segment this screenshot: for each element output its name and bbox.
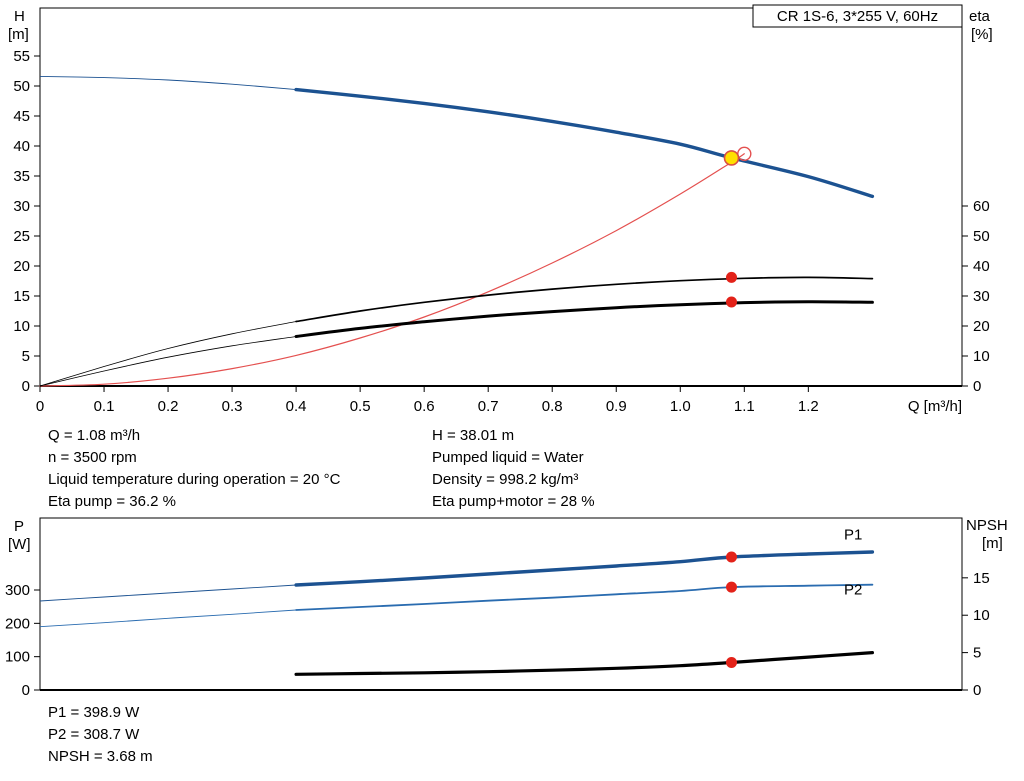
info-density: Density = 998.2 kg/m³ [432, 471, 578, 488]
p-axis-unit: [W] [8, 536, 31, 553]
y-left-tick-label: 100 [5, 649, 30, 666]
p-axis-title: P [14, 518, 24, 535]
pump-title-box [752, 4, 963, 28]
x-tick-label: 0.6 [414, 398, 435, 415]
y-right-tick-label: 20 [973, 318, 990, 335]
h-axis-unit: [m] [8, 26, 29, 43]
y-right-tick-label: 0 [973, 682, 981, 699]
q-axis-title: Q [m³/h] [908, 398, 962, 415]
eta-pump-thin [39, 321, 297, 387]
y-right-tick-label: 60 [973, 198, 990, 215]
info-eta-pump-motor: Eta pump+motor = 28 % [432, 493, 595, 510]
x-tick-label: 0.4 [286, 398, 307, 415]
x-tick-label: 0.9 [606, 398, 627, 415]
y-left-tick-label: 0 [22, 378, 30, 395]
info-liquid-temperature: Liquid temperature during operation = 20… [48, 471, 341, 488]
pump-title: CR 1S-6, 3*255 V, 60Hz [777, 8, 938, 25]
eta-axis-unit: [%] [971, 26, 993, 43]
p2-label: P2 [844, 581, 862, 598]
x-tick-label: 0.3 [222, 398, 243, 415]
y-left-tick-label: 55 [13, 48, 30, 65]
y-right-tick-label: 5 [973, 645, 981, 662]
y-left-tick-label: 20 [13, 258, 30, 275]
y-left-tick-label: 25 [13, 228, 30, 245]
x-tick-label: 0.1 [94, 398, 115, 415]
x-tick-label: 0.7 [478, 398, 499, 415]
y-right-tick-label: 30 [973, 288, 990, 305]
y-left-tick-label: 30 [13, 198, 30, 215]
eta-pump-motor-duty-dot [726, 296, 737, 308]
pump-curve-thin [39, 75, 297, 91]
info-p2: P2 = 308.7 W [48, 726, 140, 743]
h-axis-title: H [14, 8, 25, 25]
info-q: Q = 1.08 m³/h [48, 427, 140, 444]
p1-curve [294, 550, 875, 587]
system-curve [39, 153, 745, 387]
y-left-tick-label: 10 [13, 318, 30, 335]
npsh-curve [294, 651, 874, 676]
info-pumped-liquid: Pumped liquid = Water [432, 449, 584, 466]
npsh-axis-unit: [m] [982, 535, 1003, 552]
y-right-tick-label: 0 [973, 378, 981, 395]
y-right-tick-label: 15 [973, 570, 990, 587]
y-left-tick-label: 200 [5, 615, 30, 632]
y-right-tick-label: 40 [973, 258, 990, 275]
x-tick-label: 0.2 [158, 398, 179, 415]
x-tick-label: 0 [36, 398, 44, 415]
y-left-tick-label: 5 [22, 348, 30, 365]
p2-curve-thin [39, 609, 297, 628]
x-tick-label: 1.0 [670, 398, 691, 415]
info-h: H = 38.01 m [432, 427, 514, 444]
y-left-tick-label: 40 [13, 138, 30, 155]
hq-eta-chart: 0 5 10 15 20 25 30 35 40 45 50 55 0 10 20 30 40 50 60 0 0.1 0… [13, 7, 990, 415]
eta-pump-motor [294, 300, 874, 338]
y-left-tick-label: 35 [13, 168, 30, 185]
npsh-axis-title: NPSH [966, 517, 1008, 534]
npsh-duty-dot [726, 656, 737, 668]
y-left-tick-label: 15 [13, 288, 30, 305]
info-speed: n = 3500 rpm [48, 449, 137, 466]
eta-pump-motor-thin [39, 336, 297, 387]
p2-duty-dot [726, 581, 737, 593]
eta-pump-duty-dot [726, 271, 737, 283]
p1-label: P1 [844, 526, 862, 543]
info-eta-pump: Eta pump = 36.2 % [48, 493, 176, 510]
plot-border [39, 517, 963, 691]
pump-curve [294, 87, 875, 199]
info-npsh: NPSH = 3.68 m [48, 748, 153, 765]
y-left-tick-label: 45 [13, 108, 30, 125]
plot-border [39, 7, 963, 387]
eta-pump [295, 276, 874, 323]
x-tick-label: 0.5 [350, 398, 371, 415]
y-right-tick-label: 10 [973, 348, 990, 365]
y-right-tick-label: 50 [973, 228, 990, 245]
info-p1: P1 = 398.9 W [48, 704, 140, 721]
power-npsh-chart: 0 100 200 300 0 5 10 15 P1 P2 [5, 517, 990, 699]
y-left-tick-label: 0 [22, 682, 30, 699]
p1-curve-thin [39, 584, 297, 602]
duty-point[interactable] [723, 150, 740, 166]
y-right-tick-label: 10 [973, 607, 990, 624]
x-tick-label: 1.2 [798, 398, 819, 415]
x-tick-label: 0.8 [542, 398, 563, 415]
p1-duty-dot [726, 551, 737, 563]
y-left-tick-label: 50 [13, 78, 30, 95]
x-tick-label: 1.1 [734, 398, 755, 415]
y-left-tick-label: 300 [5, 582, 30, 599]
eta-axis-title: eta [969, 8, 991, 25]
p2-curve [295, 583, 874, 611]
